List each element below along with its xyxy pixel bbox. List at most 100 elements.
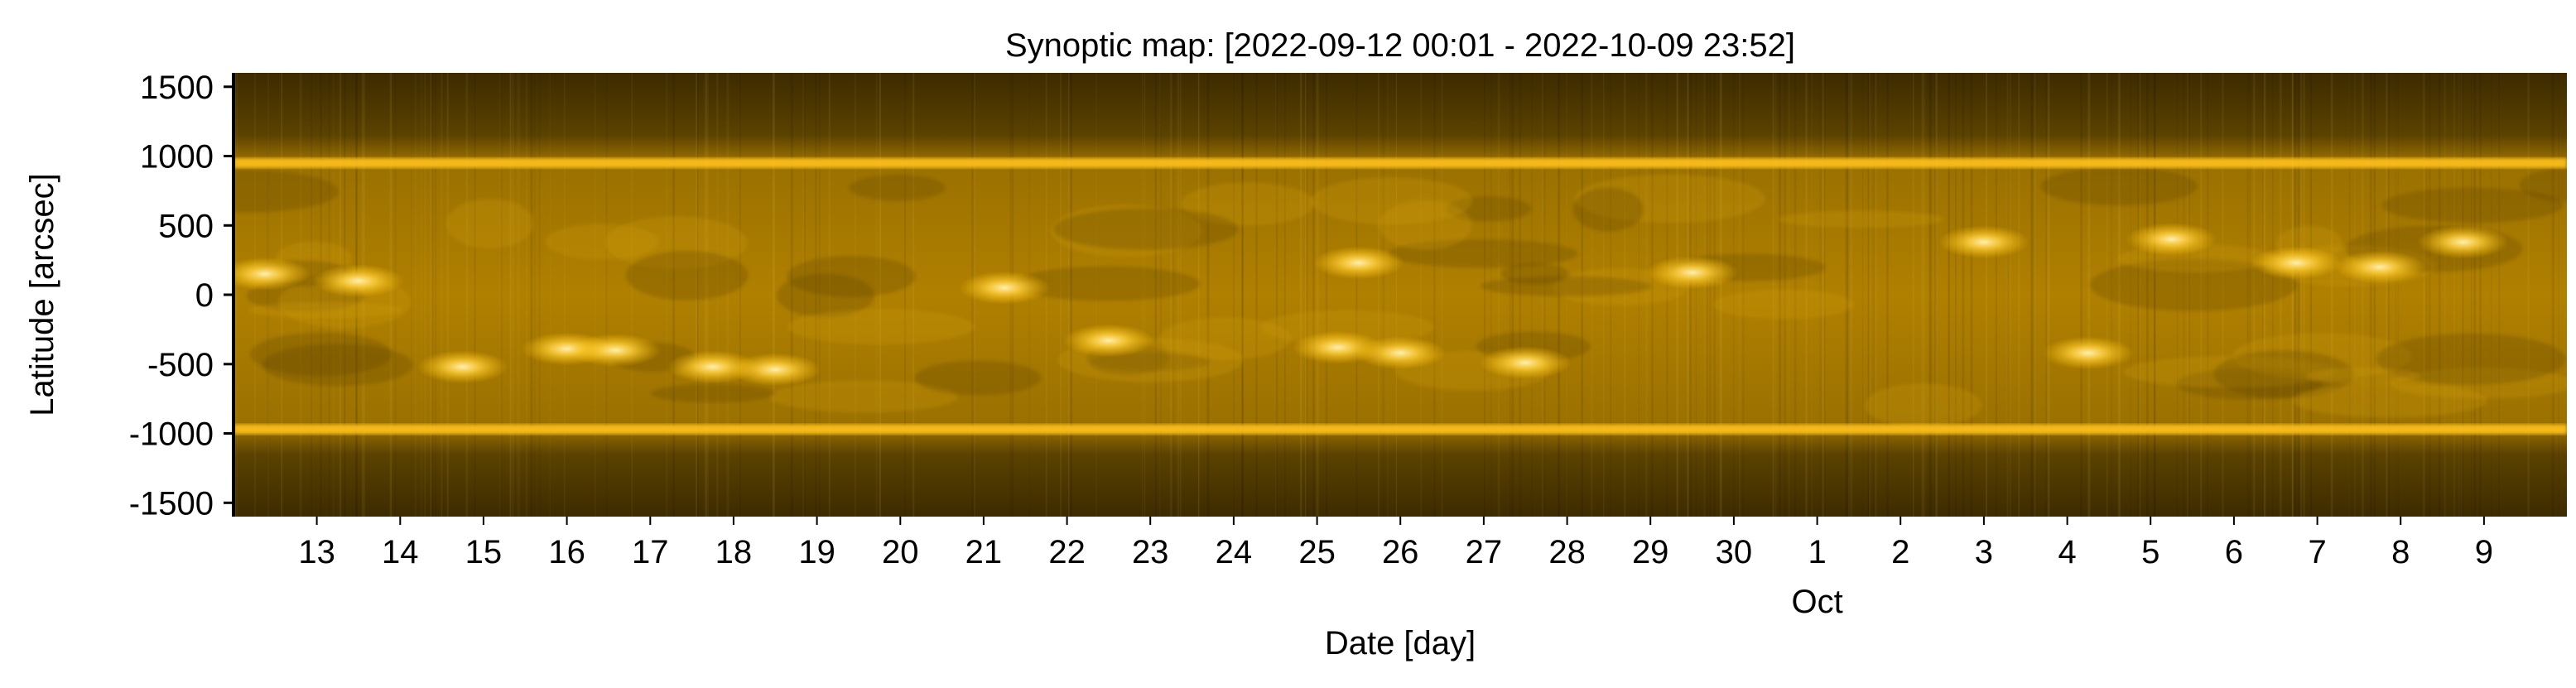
active-region bbox=[1355, 336, 1447, 370]
texture-streak bbox=[1355, 73, 1358, 517]
texture-streak bbox=[2527, 73, 2530, 517]
texture-streak bbox=[1306, 73, 1308, 517]
texture-streak bbox=[1923, 73, 1926, 517]
texture-streak bbox=[2045, 73, 2047, 517]
active-region bbox=[312, 264, 404, 298]
texture-blob bbox=[769, 380, 958, 413]
texture-streak bbox=[1300, 73, 1302, 517]
texture-streak bbox=[2348, 73, 2351, 517]
active-region bbox=[570, 334, 662, 367]
texture-streak bbox=[2461, 73, 2463, 517]
active-region bbox=[1312, 246, 1404, 280]
texture-streak bbox=[1913, 73, 1914, 517]
texture-streak bbox=[1275, 73, 1277, 517]
texture-blob bbox=[776, 273, 874, 318]
texture-blob bbox=[2292, 382, 2487, 418]
texture-blob bbox=[2090, 258, 2298, 311]
active-region bbox=[729, 353, 821, 387]
texture-streak bbox=[1433, 73, 1436, 517]
texture-streak bbox=[726, 73, 729, 517]
texture-blob bbox=[849, 175, 946, 201]
texture-streak bbox=[563, 73, 566, 517]
active-region bbox=[2126, 223, 2217, 256]
x-tick-label: 5 bbox=[2141, 534, 2160, 570]
x-tick-label: 24 bbox=[1216, 534, 1253, 570]
limb-band bbox=[234, 424, 2567, 435]
texture-streak bbox=[1935, 73, 1938, 517]
texture-streak bbox=[1695, 73, 1697, 517]
x-tick-label: 13 bbox=[298, 534, 335, 570]
y-tick-label: 500 bbox=[158, 208, 214, 244]
texture-streak bbox=[2291, 73, 2294, 517]
chart-title: Synoptic map: [2022-09-12 00:01 - 2022-1… bbox=[1005, 27, 1795, 64]
texture-streak bbox=[1275, 73, 1278, 517]
texture-streak bbox=[1872, 73, 1875, 517]
texture-streak bbox=[1935, 73, 1938, 517]
texture-streak bbox=[1955, 73, 1957, 517]
texture-streak bbox=[2030, 73, 2033, 517]
texture-blob bbox=[2376, 333, 2566, 385]
active-region bbox=[416, 350, 508, 384]
texture-blob bbox=[1053, 208, 1239, 250]
texture-blob bbox=[248, 301, 403, 319]
texture-streak bbox=[1275, 73, 1277, 517]
texture-streak bbox=[2479, 73, 2482, 517]
y-tick-label: -1000 bbox=[129, 416, 214, 453]
texture-streak bbox=[2395, 73, 2396, 517]
texture-blob bbox=[625, 250, 749, 301]
texture-streak bbox=[1497, 73, 1500, 517]
texture-streak bbox=[1312, 73, 1315, 517]
active-region bbox=[1646, 256, 1738, 290]
x-tick-label: 15 bbox=[465, 534, 503, 570]
texture-blob bbox=[1181, 182, 1315, 226]
x-tick-label: 30 bbox=[1716, 534, 1753, 570]
texture-blob bbox=[2213, 350, 2354, 399]
texture-streak bbox=[2033, 73, 2036, 517]
texture-streak bbox=[236, 73, 238, 517]
texture-streak bbox=[1509, 73, 1511, 517]
texture-streak bbox=[1387, 73, 1389, 517]
texture-blob bbox=[2381, 187, 2564, 224]
x-tick-label: 19 bbox=[798, 534, 835, 570]
texture-streak bbox=[446, 73, 449, 517]
texture-streak bbox=[1867, 73, 1870, 517]
texture-blob bbox=[1572, 187, 1644, 232]
texture-streak bbox=[739, 73, 741, 517]
texture-streak bbox=[2297, 73, 2300, 517]
texture-streak bbox=[1962, 73, 1965, 517]
texture-streak bbox=[538, 73, 541, 517]
texture-streak bbox=[549, 73, 551, 517]
texture-streak bbox=[1420, 73, 1422, 517]
texture-streak bbox=[2498, 73, 2500, 517]
texture-blob bbox=[250, 332, 392, 377]
x-tick-label: 1 bbox=[1808, 534, 1826, 570]
texture-blob bbox=[915, 360, 1042, 396]
y-tick-label: 1000 bbox=[140, 139, 214, 176]
texture-streak bbox=[2354, 73, 2356, 517]
texture-streak bbox=[2438, 73, 2441, 517]
texture-streak bbox=[2444, 73, 2446, 517]
texture-streak bbox=[2429, 73, 2431, 517]
active-region bbox=[234, 257, 311, 291]
texture-streak bbox=[1305, 73, 1307, 517]
texture-blob bbox=[445, 199, 534, 248]
y-ticks: 1500 1000 500 0 -500 -1000 -1500 bbox=[129, 70, 234, 522]
texture-blob bbox=[2305, 367, 2420, 385]
texture-streak bbox=[2386, 73, 2388, 517]
texture-streak bbox=[2453, 73, 2455, 517]
texture-streak bbox=[1928, 73, 1930, 517]
texture-streak bbox=[415, 73, 416, 517]
y-tick-label: -500 bbox=[147, 347, 214, 383]
texture-streak bbox=[1233, 73, 1235, 517]
texture-streak bbox=[1850, 73, 1853, 517]
y-tick-label: -1500 bbox=[129, 485, 214, 522]
texture-streak bbox=[2473, 73, 2476, 517]
texture-streak bbox=[2490, 73, 2492, 517]
texture-streak bbox=[1986, 73, 1987, 517]
x-tick-label: 23 bbox=[1132, 534, 1169, 570]
texture-streak bbox=[1484, 73, 1485, 517]
texture-streak bbox=[1845, 73, 1847, 517]
x-tick-label: 28 bbox=[1548, 534, 1586, 570]
x-tick-label: 2 bbox=[1891, 534, 1909, 570]
